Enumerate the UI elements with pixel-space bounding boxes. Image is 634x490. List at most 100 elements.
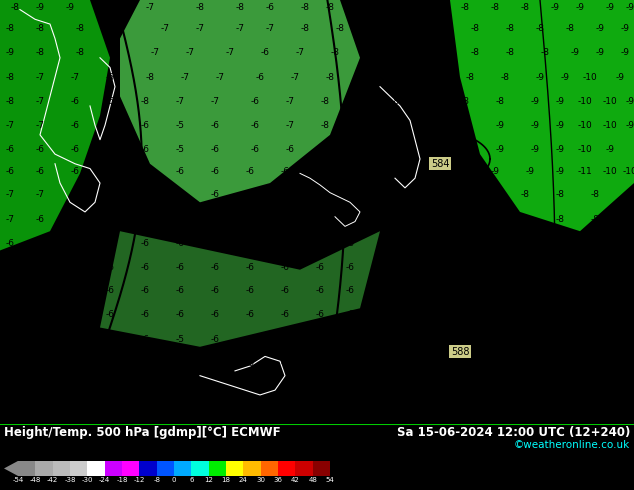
Text: -8: -8 [521,3,529,12]
Text: -6: -6 [285,145,295,154]
Text: -6: -6 [105,167,115,176]
Text: -6: -6 [415,287,425,295]
Text: -7: -7 [36,121,44,130]
Text: -6: -6 [280,408,290,417]
Text: -6: -6 [176,239,184,248]
Text: -7: -7 [160,24,169,33]
Text: -6: -6 [141,287,150,295]
Text: -6: -6 [210,384,219,392]
Bar [261,461,278,476]
Text: -8: -8 [460,121,470,130]
Polygon shape [450,0,634,231]
Text: -5: -5 [380,384,389,392]
Text: -7: -7 [346,190,354,199]
Text: -7: -7 [150,49,160,57]
Text: -9: -9 [65,3,75,12]
Text: -6: -6 [415,311,425,319]
Text: -8: -8 [460,145,470,154]
Text: -6: -6 [280,215,290,224]
Bar [278,461,295,476]
Text: -6: -6 [346,408,354,417]
Text: -8: -8 [361,3,370,12]
Text: -6: -6 [245,263,254,272]
Text: -6: -6 [6,408,15,417]
Text: -8: -8 [356,121,365,130]
Text: -6: -6 [521,335,529,343]
Text: -7: -7 [380,190,389,199]
Text: -10: -10 [583,73,597,81]
Text: -6: -6 [280,311,290,319]
Text: -8: -8 [335,24,344,33]
Text: -8: -8 [75,24,84,33]
Text: -6: -6 [486,287,495,295]
Bar [191,461,209,476]
Text: -7: -7 [36,190,44,199]
Text: -8: -8 [36,49,44,57]
Text: -6: -6 [415,263,425,272]
Text: -6: -6 [451,408,460,417]
Text: 24: 24 [239,477,248,483]
Text: -8: -8 [396,3,404,12]
Text: -6: -6 [316,239,325,248]
Text: -6: -6 [521,287,529,295]
Text: -48: -48 [30,477,41,483]
Text: -6: -6 [451,335,460,343]
Text: -8: -8 [391,97,399,106]
Text: -6: -6 [415,239,425,248]
Text: -6: -6 [105,73,115,81]
Text: -10: -10 [623,167,634,176]
Text: -38: -38 [64,477,75,483]
Text: 6: 6 [189,477,193,483]
Text: -6: -6 [70,408,79,417]
Text: 42: 42 [291,477,300,483]
Bar [87,461,105,476]
Text: -6: -6 [141,311,150,319]
Text: -7: -7 [380,215,389,224]
Text: -8: -8 [6,73,15,81]
Text: -6: -6 [245,287,254,295]
Text: -6: -6 [521,263,529,272]
Text: -6: -6 [451,287,460,295]
Text: -6: -6 [36,335,44,343]
Text: -6: -6 [245,335,254,343]
Text: -8: -8 [430,73,439,81]
Text: -7: -7 [115,24,124,33]
Text: -9: -9 [6,49,15,57]
Text: -8: -8 [451,190,460,199]
Text: -5: -5 [380,287,389,295]
Text: -6: -6 [261,49,269,57]
Text: -8: -8 [6,24,15,33]
Text: -6: -6 [316,408,325,417]
Text: -6: -6 [380,408,389,417]
Text: -8: -8 [153,477,160,483]
Text: -6: -6 [36,263,44,272]
Text: -6: -6 [70,215,79,224]
Text: -6: -6 [316,384,325,392]
Text: -7: -7 [295,49,304,57]
Text: -18: -18 [116,477,127,483]
Text: -6: -6 [6,167,15,176]
Text: -8: -8 [370,24,380,33]
Text: -6: -6 [380,263,389,272]
Text: -6: -6 [105,190,115,199]
Text: -7: -7 [6,215,15,224]
Text: -8: -8 [6,97,15,106]
Text: -6: -6 [266,3,275,12]
Text: -6: -6 [250,121,259,130]
Text: -8: -8 [361,73,370,81]
Text: -8: -8 [460,97,470,106]
Text: 30: 30 [256,477,265,483]
Text: -6: -6 [210,167,219,176]
Text: -11: -11 [578,167,592,176]
Polygon shape [4,461,18,476]
Text: -6: -6 [245,190,254,199]
Text: -8: -8 [500,73,510,81]
Text: -8: -8 [465,73,474,81]
Text: -6: -6 [176,311,184,319]
Text: -6: -6 [70,97,79,106]
Text: -7: -7 [36,97,44,106]
Text: -6: -6 [451,263,460,272]
Text: -6: -6 [486,263,495,272]
Text: -10: -10 [603,167,618,176]
Text: -6: -6 [245,408,254,417]
